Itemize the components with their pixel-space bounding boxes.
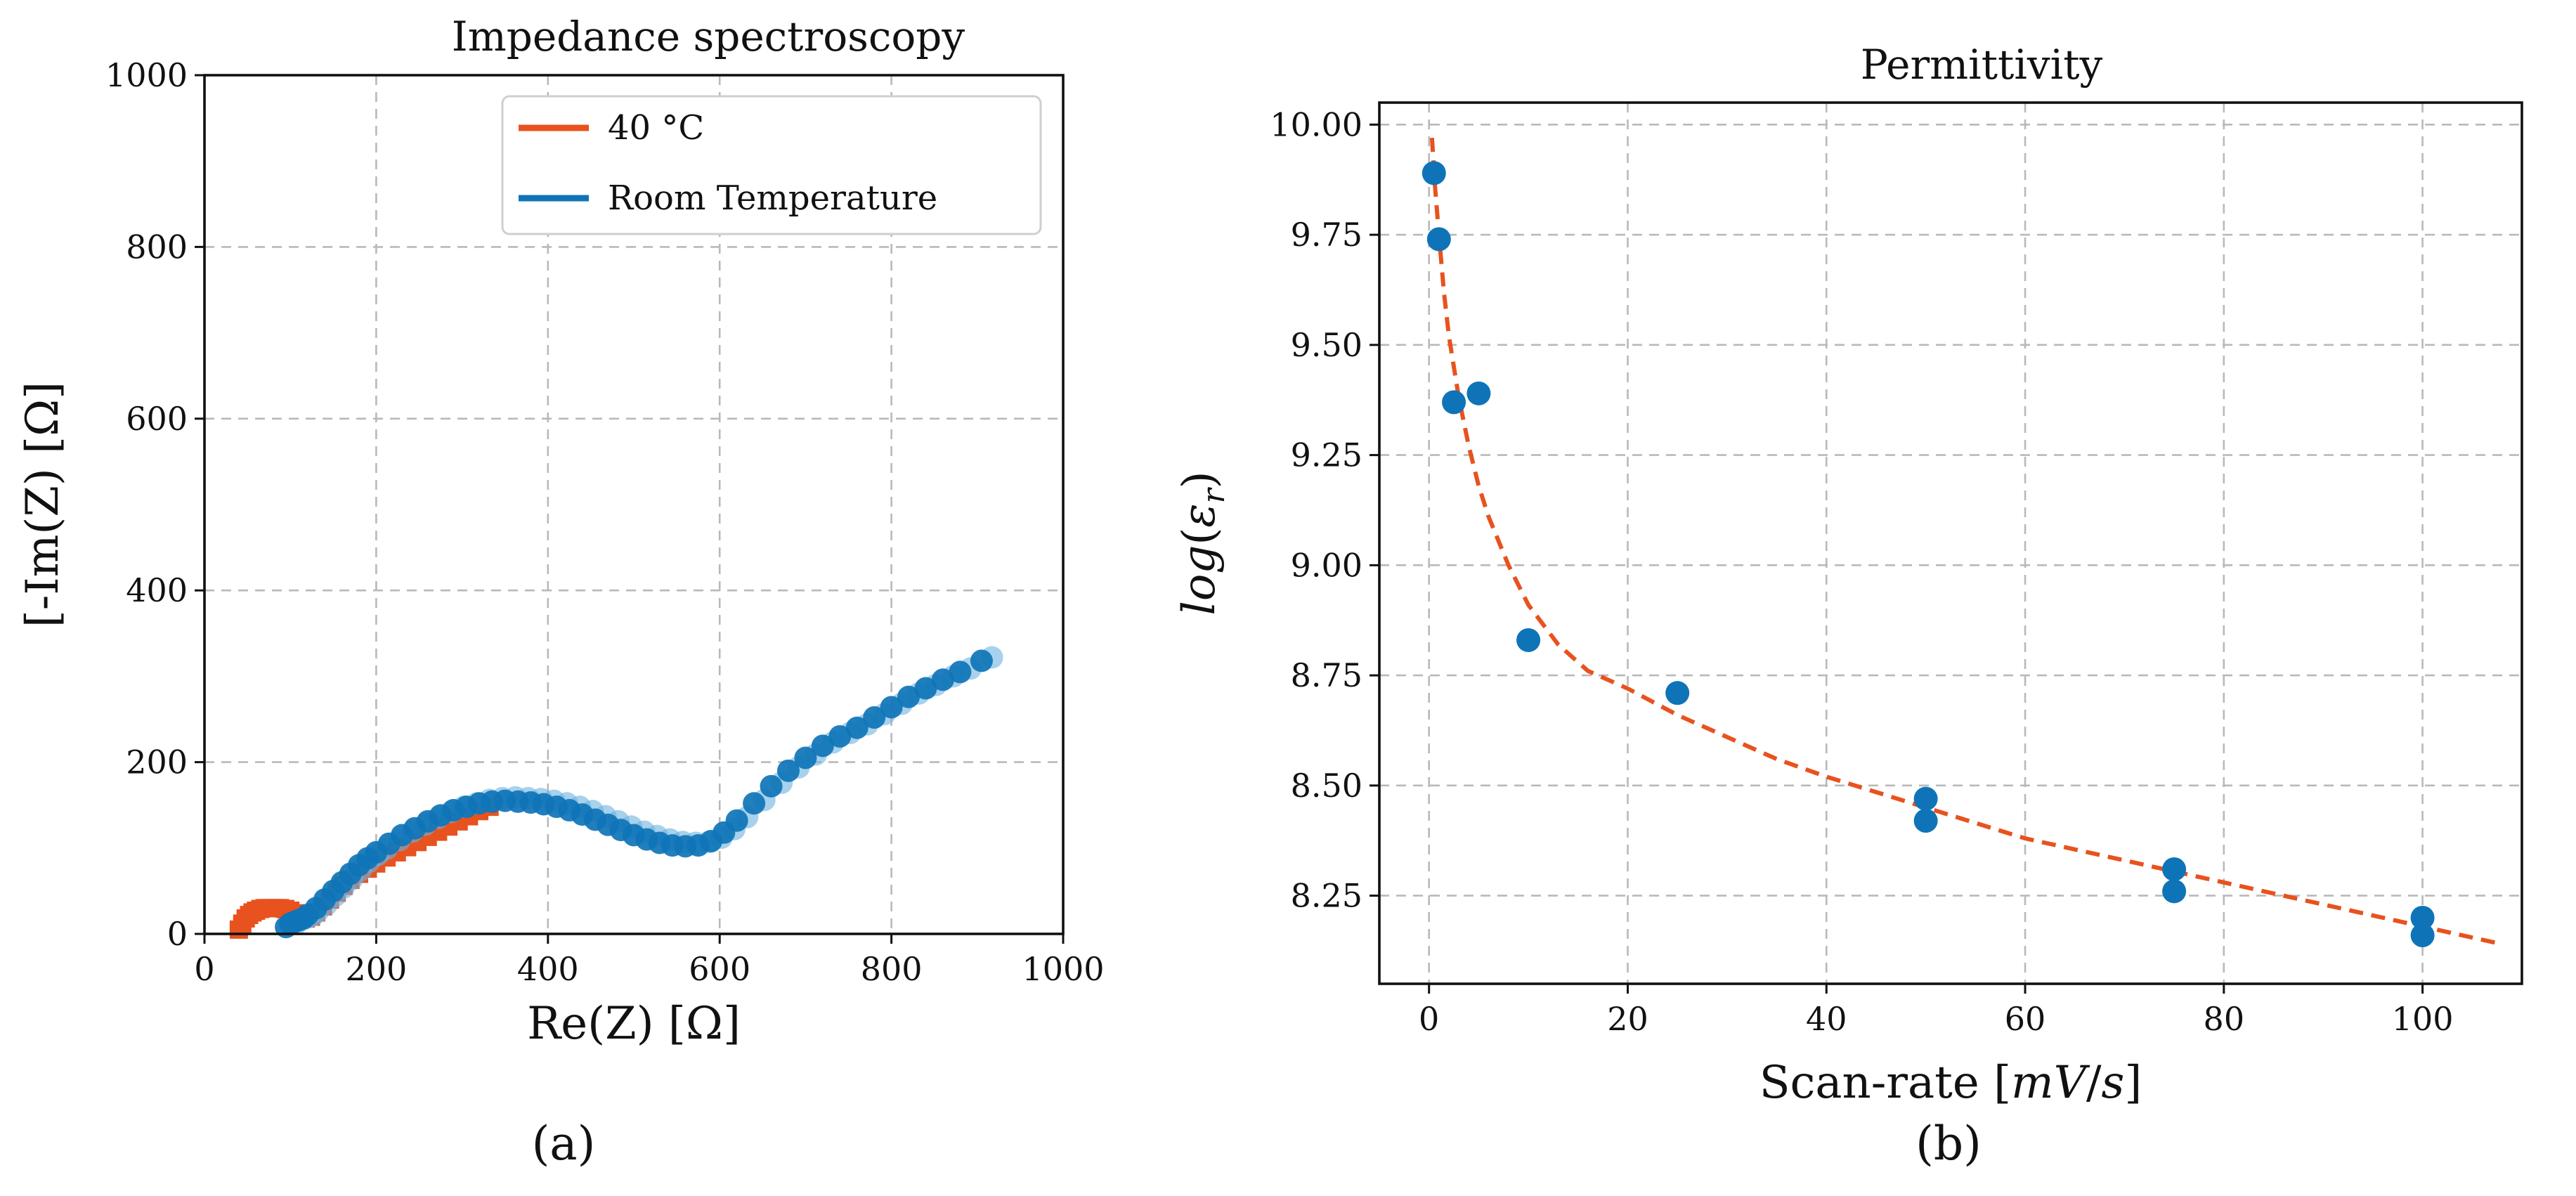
data-point [2162, 879, 2187, 904]
point-room-temperature [970, 649, 993, 672]
point-room-temperature [828, 724, 852, 748]
chart-b-title: Permittivity [1861, 41, 2103, 89]
point-room-temperature [845, 716, 869, 739]
data-point [1442, 390, 1466, 415]
x-tick-label: 60 [2005, 1000, 2046, 1038]
y-tick-label: 8.25 [1291, 877, 1362, 915]
y-tick-label: 0 [167, 915, 188, 953]
data-point [1466, 381, 1491, 405]
legend-label-room-temperature: Room Temperature [608, 178, 937, 218]
point-room-temperature [760, 774, 783, 798]
x-tick-label: 0 [1419, 1000, 1439, 1038]
data-point [1913, 809, 1938, 833]
point-room-temperature [880, 696, 903, 719]
chart-b-grid [1379, 103, 2522, 984]
legend-label-40c: 40 °C [608, 108, 704, 148]
panel-label-a: (a) [532, 1117, 596, 1171]
y-tick-label: 10.00 [1270, 105, 1362, 143]
y-tick-label: 800 [126, 228, 188, 266]
y-tick-label: 9.50 [1291, 326, 1362, 364]
x-tick-label: 0 [194, 950, 214, 988]
y-tick-label: 600 [126, 400, 188, 438]
y-tick-label: 9.00 [1291, 546, 1362, 584]
y-tick-label: 1000 [105, 56, 188, 94]
data-point [1665, 681, 1690, 706]
x-tick-label: 40 [1806, 1000, 1847, 1038]
chart-a-xlabel: Re(Z) [Ω] [527, 998, 741, 1050]
y-tick-label: 9.25 [1291, 436, 1362, 474]
chart-a-ylabel: [-Im(Z) [Ω] [17, 382, 69, 628]
y-tick-label: 8.50 [1291, 767, 1362, 805]
x-tick-label: 600 [689, 950, 750, 988]
point-room-temperature [931, 668, 954, 691]
point-room-temperature [897, 685, 921, 708]
data-point [2410, 923, 2435, 948]
y-tick-label: 8.75 [1291, 656, 1362, 694]
chart-a-ticks: 0 200 400 600 800 1000 0 200 400 600 800 1000 [105, 56, 1105, 988]
point-room-temperature [743, 792, 766, 815]
chart-b-xlabel: Scan-rate [mV/s] [1759, 1057, 2142, 1109]
x-tick-label: 400 [517, 950, 579, 988]
point-room-temperature [776, 759, 800, 782]
x-tick-label: 20 [1607, 1000, 1648, 1038]
legend-box [501, 95, 1042, 235]
x-tick-label: 1000 [1022, 950, 1104, 988]
point-room-temperature [863, 706, 886, 729]
data-point [1913, 786, 1938, 811]
point-room-temperature [811, 734, 834, 758]
panel-label-b: (b) [1915, 1117, 1982, 1171]
permittivity-chart: Permittivity 0 20 40 60 80 100 8.25 8.50 8.75 9.0… [1173, 41, 2523, 1171]
data-point [1516, 628, 1541, 652]
chart-b-ylabel: log(εr) [1173, 471, 1232, 615]
impedance-chart: Impedance spectroscopy 0 200 400 600 800 1000… [17, 13, 1105, 1171]
y-tick-label: 9.75 [1291, 216, 1362, 254]
chart-a-frame [203, 74, 1065, 935]
point-room-temperature [794, 746, 817, 769]
chart-a-legend: 40 °C Room Temperature [501, 95, 1042, 235]
data-point [1426, 227, 1451, 252]
x-tick-label: 80 [2204, 1000, 2245, 1038]
chart-b-marks [1422, 138, 2503, 948]
data-point [1422, 161, 1446, 186]
point-room-temperature [949, 661, 972, 684]
chart-b-frame [1378, 101, 2523, 985]
chart-b-ticks: 0 20 40 60 80 100 8.25 8.50 8.75 9.00 9.25 9.50 9.75… [1270, 105, 2453, 1038]
data-point [2410, 905, 2435, 930]
x-tick-label: 100 [2392, 1000, 2454, 1038]
fit-curve [1429, 138, 2503, 947]
chart-a-title: Impedance spectroscopy [452, 13, 965, 60]
point-room-temperature [914, 677, 937, 700]
x-tick-label: 800 [861, 950, 923, 988]
x-tick-label: 200 [345, 950, 407, 988]
data-point [2162, 857, 2187, 881]
y-tick-label: 200 [126, 743, 188, 781]
point-room-temperature [725, 809, 748, 832]
y-tick-label: 400 [126, 571, 188, 609]
chart-a-marks [229, 646, 1003, 939]
